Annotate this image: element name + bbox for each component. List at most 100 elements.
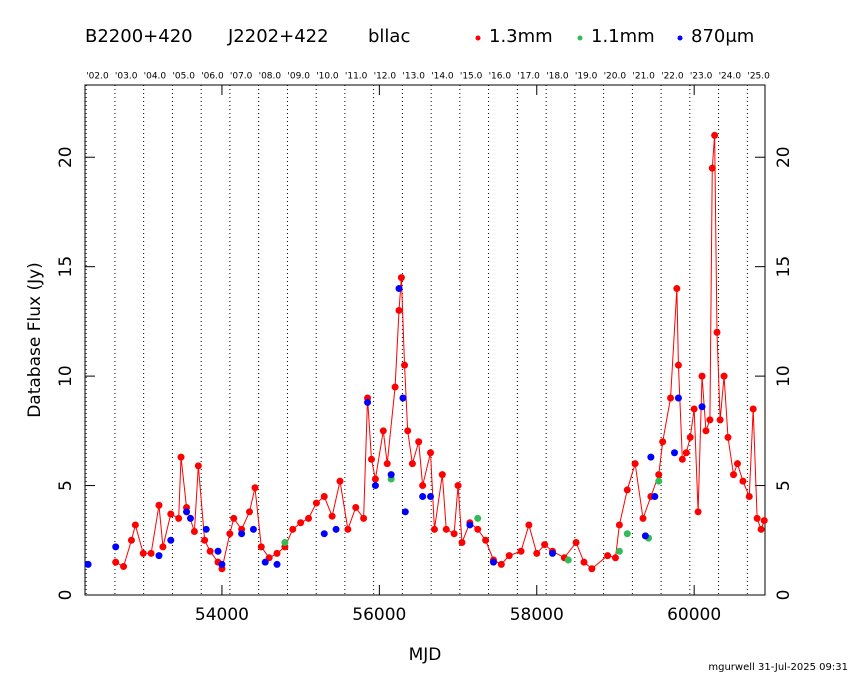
- data-point: [641, 532, 649, 540]
- data-point: [450, 530, 458, 538]
- data-point: [186, 514, 194, 522]
- data-point: [312, 499, 320, 507]
- data-point: [336, 477, 344, 485]
- y-axis-label: Database Flux (Jy): [25, 262, 45, 418]
- data-point: [273, 560, 281, 568]
- data-point: [177, 453, 185, 461]
- data-point: [131, 521, 139, 529]
- data-point: [404, 427, 412, 435]
- data-point: [706, 416, 714, 424]
- series-line: [115, 135, 765, 571]
- data-point: [458, 538, 466, 546]
- year-label: '13.0: [402, 72, 425, 82]
- data-point: [371, 482, 379, 490]
- data-point: [206, 547, 214, 555]
- data-point: [533, 549, 541, 557]
- data-point: [155, 552, 163, 560]
- data-point: [371, 475, 379, 483]
- data-point: [611, 554, 619, 562]
- data-point: [352, 503, 360, 511]
- data-point: [297, 519, 305, 527]
- data-point: [757, 525, 765, 533]
- legend-label: 1.1mm: [591, 26, 655, 47]
- data-point: [320, 530, 328, 538]
- data-point: [580, 558, 588, 566]
- year-label: '24.0: [719, 72, 742, 82]
- data-point: [564, 556, 572, 564]
- year-label: '21.0: [632, 72, 655, 82]
- data-point: [383, 460, 391, 468]
- year-label: '22.0: [661, 72, 684, 82]
- plot-frame: [84, 84, 766, 596]
- y-tick-label: 0: [56, 590, 76, 601]
- data-point: [572, 538, 580, 546]
- y-tick-label: 5: [774, 480, 794, 491]
- data-point: [745, 493, 753, 501]
- data-point: [112, 558, 120, 566]
- year-label: '03.0: [115, 72, 138, 82]
- data-point: [328, 512, 336, 520]
- data-point: [183, 508, 191, 516]
- data-point: [139, 549, 147, 557]
- data-point: [604, 552, 612, 560]
- year-label: '25.0: [747, 72, 770, 82]
- year-label: '04.0: [144, 72, 167, 82]
- data-point: [466, 521, 474, 529]
- data-point: [702, 427, 710, 435]
- year-label: '09.0: [287, 72, 310, 82]
- source-name: J2202+422: [227, 26, 329, 47]
- data-point: [379, 427, 387, 435]
- data-point: [720, 372, 728, 380]
- year-label: '06.0: [201, 72, 224, 82]
- data-point: [395, 285, 403, 293]
- year-label: '15.0: [460, 72, 483, 82]
- data-point: [474, 525, 482, 533]
- data-point: [397, 274, 405, 282]
- data-point: [716, 416, 724, 424]
- data-point: [360, 514, 368, 522]
- year-label: '11.0: [345, 72, 368, 82]
- data-point: [320, 493, 328, 501]
- data-point: [159, 543, 167, 551]
- year-label: '02.0: [86, 72, 109, 82]
- data-point: [112, 543, 120, 551]
- data-point: [549, 549, 556, 557]
- year-label: '19.0: [575, 72, 598, 82]
- data-point: [698, 372, 706, 380]
- legend-marker: [577, 35, 583, 41]
- y-tick-label: 0: [774, 590, 794, 601]
- data-point: [419, 493, 427, 501]
- data-point: [639, 514, 647, 522]
- year-label: '18.0: [546, 72, 569, 82]
- source-name: bllac: [368, 26, 410, 47]
- data-point: [631, 460, 639, 468]
- y-tick-label: 15: [56, 256, 76, 278]
- year-label: '05.0: [172, 72, 195, 82]
- data-point: [678, 455, 686, 463]
- data-point: [438, 471, 446, 479]
- data-point: [387, 471, 395, 479]
- data-point: [147, 549, 155, 557]
- data-point: [623, 530, 631, 538]
- data-point: [395, 306, 403, 314]
- data-point: [391, 383, 399, 391]
- data-point: [214, 547, 222, 555]
- data-point: [257, 543, 265, 551]
- footer: mgurwell 31-Jul-2025 09:31: [708, 662, 848, 673]
- data-point: [401, 508, 409, 516]
- data-point: [730, 471, 738, 479]
- data-point: [694, 508, 702, 516]
- data-point: [230, 514, 238, 522]
- data-point: [489, 558, 497, 566]
- data-point: [655, 477, 663, 485]
- year-label: '08.0: [259, 72, 282, 82]
- y-tick-label: 5: [56, 480, 76, 491]
- year-label: '10.0: [316, 72, 339, 82]
- x-tick-label: 56000: [352, 605, 406, 625]
- x-tick-label: 60000: [667, 605, 721, 625]
- data-point: [155, 501, 163, 509]
- data-point: [401, 361, 409, 369]
- data-point: [674, 394, 682, 402]
- data-point: [332, 525, 340, 533]
- data-point: [399, 394, 407, 402]
